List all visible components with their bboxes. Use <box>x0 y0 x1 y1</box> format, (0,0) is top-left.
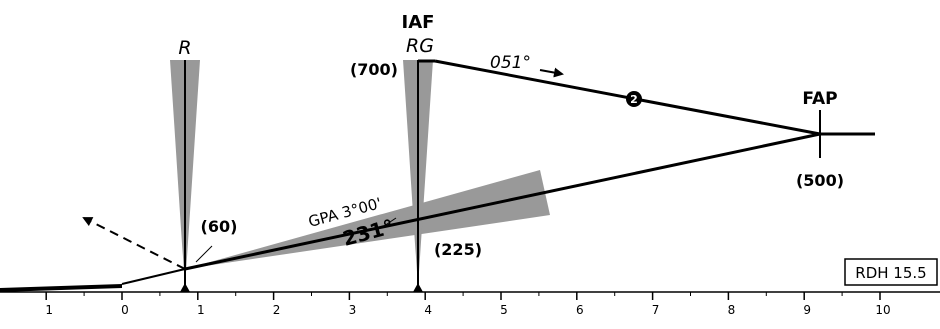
iaf-altitude: (700) <box>350 60 398 79</box>
rdh-box <box>844 258 938 286</box>
course-arrow <box>539 67 564 78</box>
distance-tick-label: 3 <box>349 303 357 317</box>
missed-approach-arrow <box>82 217 186 270</box>
fap-altitude: (500) <box>796 171 844 190</box>
fap-label: FAP <box>802 89 837 109</box>
mapt-altitude: (60) <box>201 217 238 236</box>
inbound-course: 051° <box>490 53 531 73</box>
runway-bar <box>0 284 122 292</box>
glide-path-sector <box>185 170 550 269</box>
mapt-navaid-label: R <box>178 37 191 59</box>
distance-tick-label: 10 <box>875 303 890 317</box>
distance-tick-label: 1 <box>197 303 205 317</box>
distance-tick-label: 5 <box>500 303 508 317</box>
distance-tick-label: 0 <box>121 303 129 317</box>
waypoint-marker <box>626 91 642 107</box>
step-down-altitude: (225) <box>434 240 482 259</box>
distance-tick-label: 7 <box>652 303 660 317</box>
mapt-altitude-leader <box>195 245 213 263</box>
waypoint-marker-label: 2 <box>630 93 638 106</box>
distance-tick-label: 1 <box>45 303 53 317</box>
distance-tick-label: 8 <box>728 303 736 317</box>
distance-tick-label: 2 <box>273 303 281 317</box>
iaf-label: IAF <box>402 12 435 33</box>
iaf-navaid-label: RG <box>406 35 434 57</box>
final-course-leader <box>383 217 397 227</box>
iaf-triangle-icon <box>413 283 423 292</box>
mapt-triangle-icon <box>180 283 190 292</box>
distance-tick-label: 6 <box>576 303 584 317</box>
distance-ticks: 1 0 1 2 3 4 5 6 7 8 9 10 <box>45 292 891 317</box>
runway-segment <box>121 268 186 285</box>
rdh-label: RDH 15.5 <box>855 264 926 282</box>
distance-tick-label: 9 <box>803 303 811 317</box>
final-approach-path <box>184 132 821 271</box>
distance-tick-label: 4 <box>424 303 432 317</box>
